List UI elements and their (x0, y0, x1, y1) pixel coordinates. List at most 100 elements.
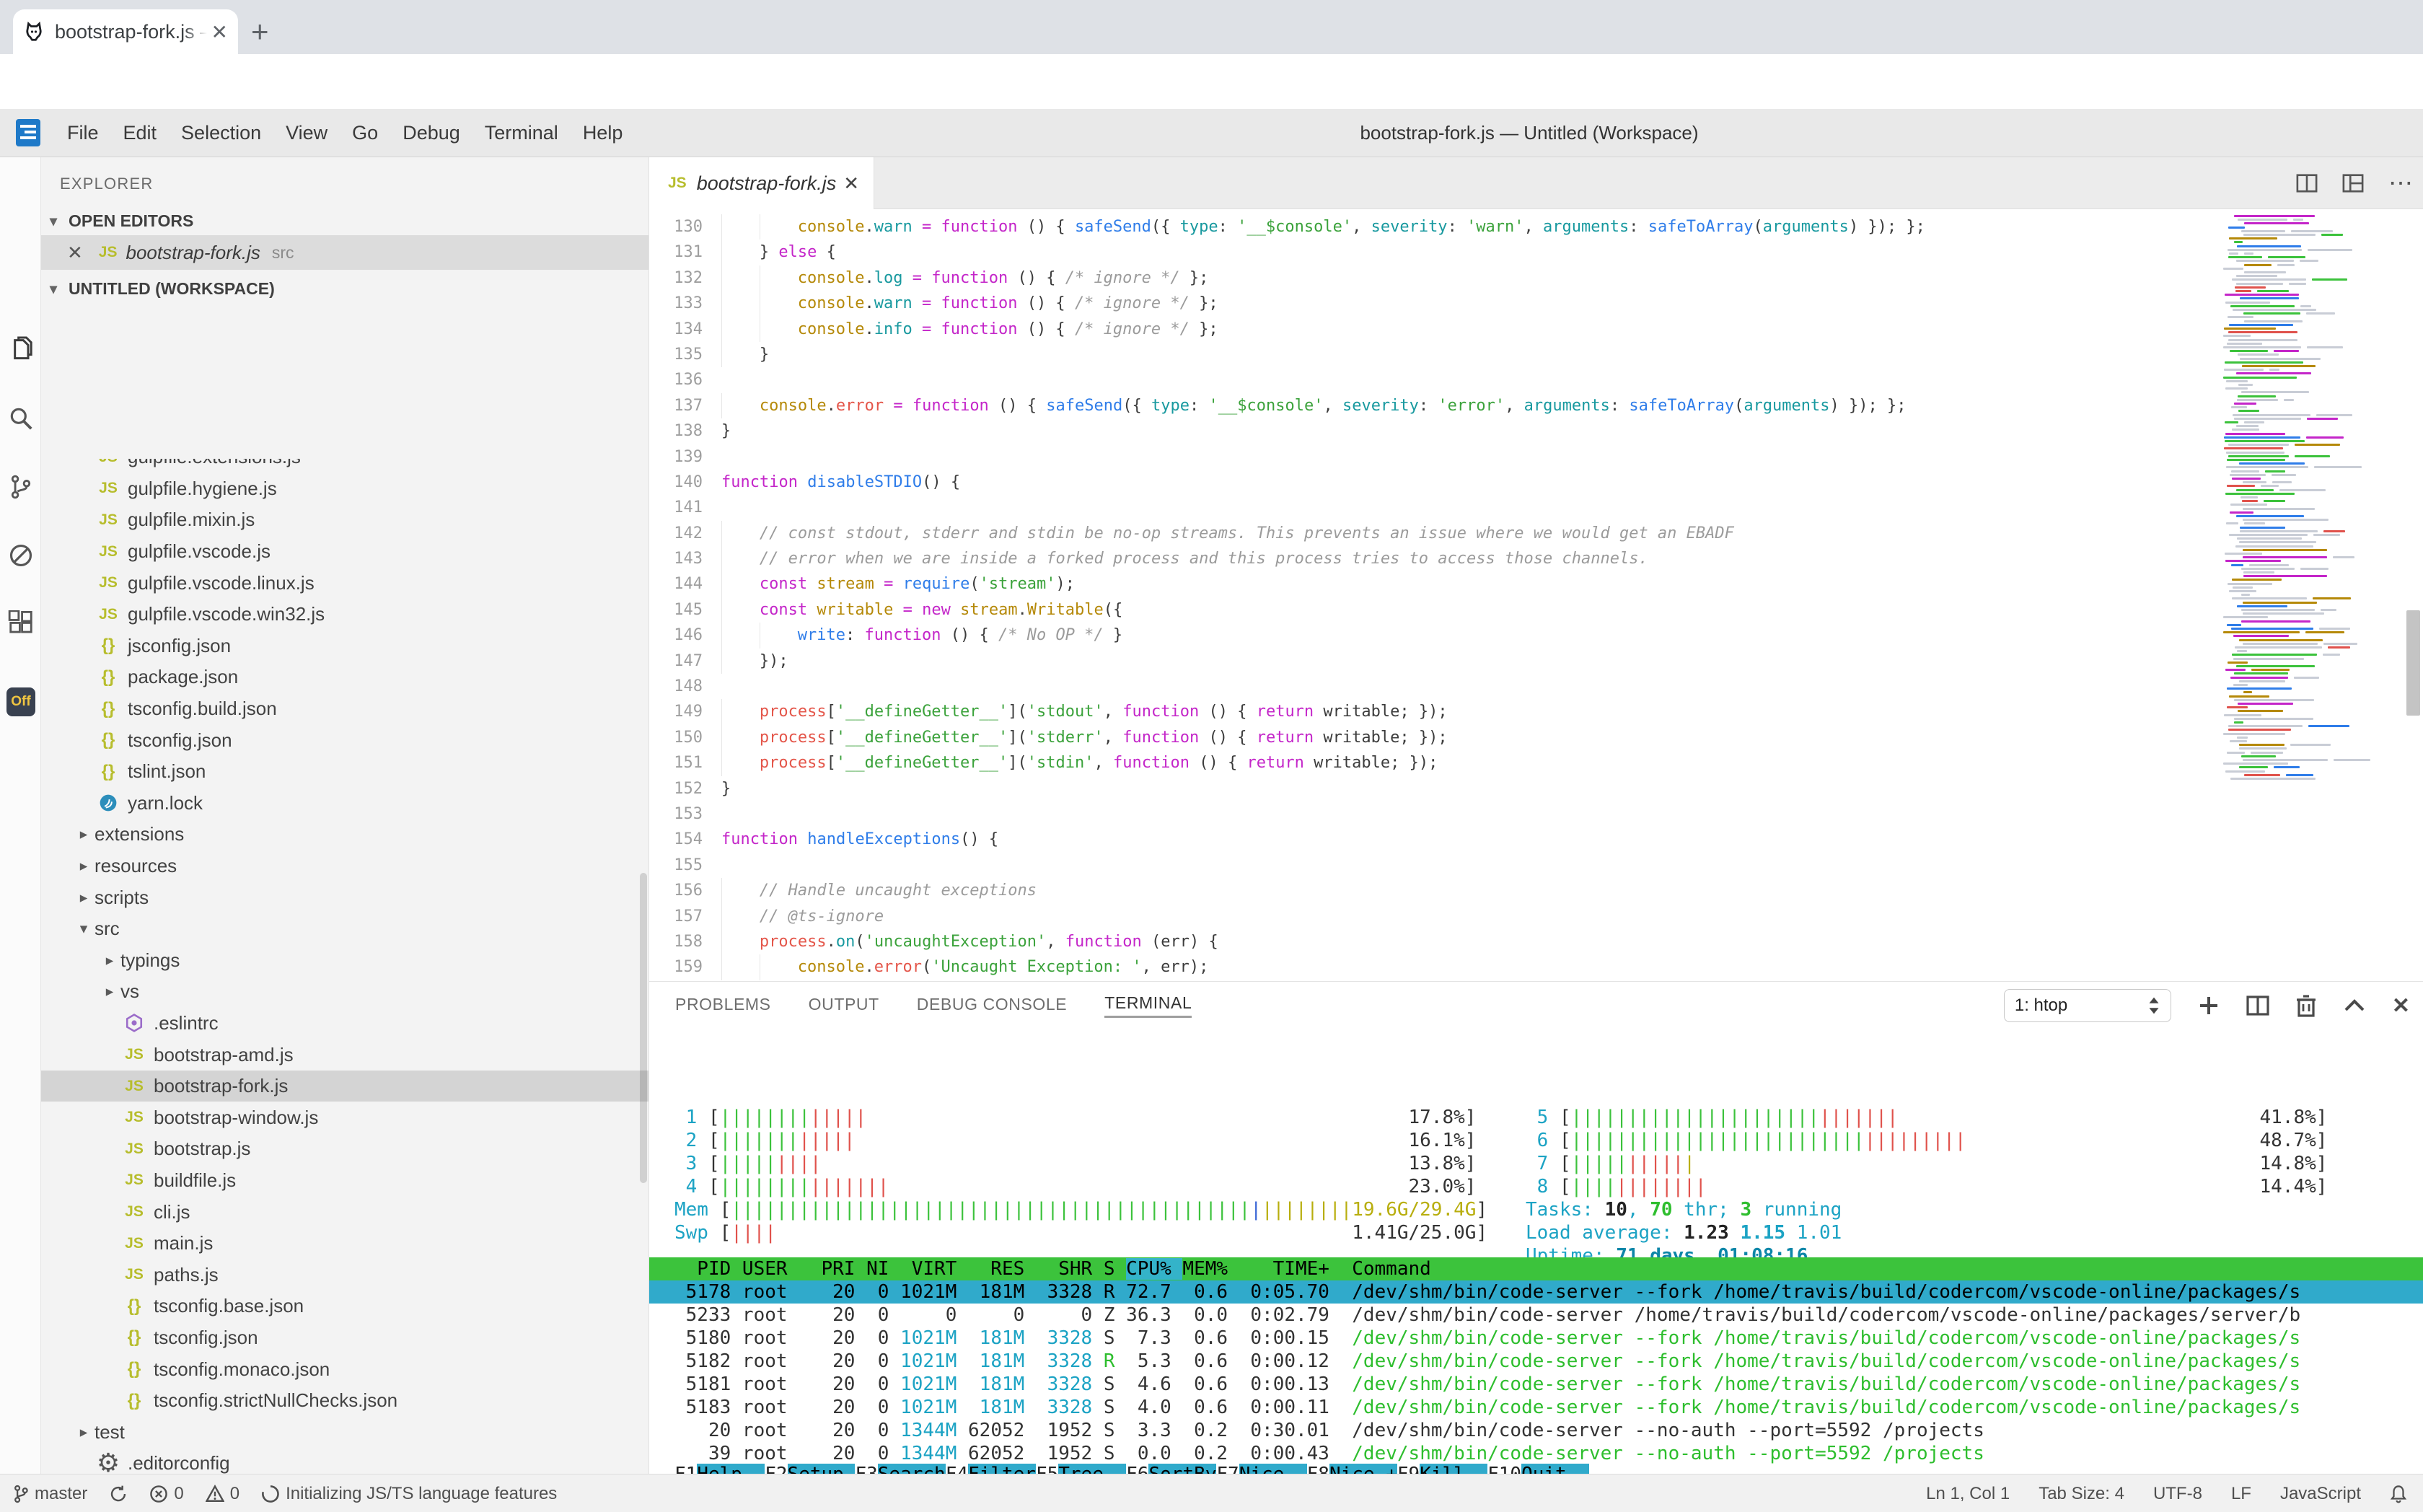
new-terminal-icon[interactable] (2197, 994, 2220, 1017)
status-right-item-2[interactable]: UTF-8 (2152, 1483, 2202, 1503)
tree-item[interactable]: yarn.lock (41, 788, 648, 819)
htop-process-row[interactable]: 39 root 20 0 1344M 62052 1952 S 0.0 0.2 … (674, 1443, 1984, 1464)
panel-header: PROBLEMS OUTPUT DEBUG CONSOLE TERMINAL 1: h… (649, 982, 2423, 1029)
htop-process-row[interactable]: 5183 root 20 0 1021M 181M 3328 S 4.0 0.6… (674, 1397, 2301, 1418)
tree-item[interactable]: JS gulpfile.mixin.js (41, 504, 648, 536)
tree-item[interactable]: {} tsconfig.json (41, 724, 648, 756)
htop-process-row[interactable]: 5180 root 20 0 1021M 181M 3328 S 7.3 0.6… (674, 1327, 2301, 1349)
browser-tab[interactable]: bootstrap-fork.js — Untitled (W ✕ (13, 9, 238, 54)
panel-tab-output[interactable]: OUTPUT (808, 994, 879, 1014)
split-editor-icon[interactable] (2296, 172, 2318, 194)
activity-search-icon[interactable] (0, 393, 41, 444)
htop-table-header[interactable]: PID USER PRI NI VIRT RES SHR S CPU% MEM%… (649, 1257, 2423, 1280)
tree-item[interactable]: {} tsconfig.build.json (41, 693, 648, 725)
tree-item[interactable]: JS bootstrap-amd.js (41, 1039, 648, 1071)
status-right-bell[interactable] (2390, 1485, 2407, 1503)
activity-debug-icon[interactable] (0, 530, 41, 581)
tree-item[interactable]: ⚙ .editorconfig (41, 1448, 648, 1474)
toggle-layout-icon[interactable] (2342, 172, 2364, 194)
split-terminal-icon[interactable] (2246, 994, 2269, 1017)
status-right-item-1[interactable]: Tab Size: 4 (2039, 1483, 2124, 1503)
tree-item[interactable]: JS main.js (41, 1228, 648, 1260)
menu-terminal[interactable]: Terminal (484, 121, 558, 144)
editor-tab-close-icon[interactable]: ✕ (843, 172, 859, 194)
menu-selection[interactable]: Selection (181, 121, 262, 144)
window-title: bootstrap-fork.js — Untitled (Workspace) (1360, 122, 1699, 144)
status-left-spinner[interactable]: Initializing JS/TS language features (261, 1484, 557, 1504)
open-editor-item[interactable]: ✕ JS bootstrap-fork.js src (41, 235, 648, 270)
minimap[interactable] (2220, 209, 2370, 981)
sidebar-scrollbar[interactable] (640, 873, 647, 1183)
tree-item[interactable]: ▾ src (41, 913, 648, 945)
tree-item[interactable]: JS paths.js (41, 1259, 648, 1291)
maximize-panel-icon[interactable] (2343, 994, 2366, 1017)
new-tab-button[interactable]: + (251, 14, 269, 48)
tree-item[interactable]: .eslintrc (41, 1008, 648, 1040)
menu-help[interactable]: Help (582, 121, 623, 144)
tree-item[interactable]: {} tslint.json (41, 756, 648, 788)
editor-tab[interactable]: JS bootstrap-fork.js ✕ (649, 157, 874, 209)
editor-scrollbar[interactable] (2404, 209, 2423, 981)
activity-scm-icon[interactable] (0, 462, 41, 512)
tree-item[interactable]: {} jsconfig.json (41, 630, 648, 662)
tree-item[interactable]: JS gulpfile.hygiene.js (41, 473, 648, 505)
tree-item[interactable]: ▸ test (41, 1416, 648, 1448)
tree-item[interactable]: JS gulpfile.vscode.js (41, 536, 648, 568)
tree-item[interactable]: ▸ scripts (41, 882, 648, 913)
collaboration-off-badge[interactable]: Off (6, 687, 35, 716)
tree-item[interactable]: ▸ extensions (41, 819, 648, 850)
status-left-warning[interactable]: 0 (205, 1484, 239, 1504)
panel-tab-terminal[interactable]: TERMINAL (1104, 993, 1192, 1018)
status-right-item-0[interactable]: Ln 1, Col 1 (1926, 1483, 2010, 1503)
panel-tab-problems[interactable]: PROBLEMS (675, 994, 771, 1014)
tree-item[interactable]: JS buildfile.js (41, 1165, 648, 1197)
app-logo-icon[interactable] (16, 119, 40, 146)
tree-item[interactable]: JS cli.js (41, 1196, 648, 1228)
kill-terminal-icon[interactable] (2295, 994, 2317, 1017)
tab-close-icon[interactable]: ✕ (211, 20, 228, 43)
tree-item[interactable]: ▸ resources (41, 850, 648, 882)
tree-item[interactable]: {} package.json (41, 662, 648, 693)
htop-process-table[interactable]: PID USER PRI NI VIRT RES SHR S CPU% MEM%… (649, 1257, 2423, 1465)
tree-item[interactable]: {} tsconfig.base.json (41, 1291, 648, 1322)
htop-process-row[interactable]: 5233 root 20 0 0 0 0 Z 36.3 0.0 0:02.79 … (674, 1304, 2301, 1326)
htop-process-row[interactable]: 5178 root 20 0 1021M 181M 3328 R 72.7 0.… (649, 1280, 2423, 1304)
code-line: 146 write: function () { /* No OP */ } (649, 623, 2215, 649)
status-left-sync[interactable] (109, 1485, 128, 1503)
terminal-select[interactable]: 1: htop (2003, 989, 2171, 1022)
tree-item[interactable]: JS bootstrap.js (41, 1133, 648, 1165)
tree-item[interactable]: ▸ typings (41, 945, 648, 977)
tree-item[interactable]: ▸ vs (41, 976, 648, 1008)
menu-edit[interactable]: Edit (123, 121, 157, 144)
status-right-item-3[interactable]: LF (2230, 1483, 2251, 1503)
status-left-error[interactable]: 0 (149, 1484, 184, 1504)
tree-item[interactable]: {} tsconfig.json (41, 1322, 648, 1354)
tree-item[interactable]: {} tsconfig.strictNullChecks.json (41, 1385, 648, 1417)
activity-files-icon[interactable] (0, 325, 41, 375)
panel-tab-debug-console[interactable]: DEBUG CONSOLE (916, 994, 1068, 1014)
tree-item[interactable]: JS gulpfile.vscode.linux.js (41, 567, 648, 599)
tree-item[interactable]: JS gulpfile.vscode.win32.js (41, 599, 648, 630)
workspace-section[interactable]: ▾ UNTITLED (WORKSPACE) (50, 278, 275, 298)
tree-item[interactable]: {} tsconfig.monaco.json (41, 1353, 648, 1385)
status-left-branch[interactable]: master (13, 1484, 87, 1504)
menu-file[interactable]: File (67, 121, 99, 144)
close-icon[interactable]: ✕ (67, 241, 83, 263)
htop-process-row[interactable]: 20 root 20 0 1344M 62052 1952 S 3.3 0.2 … (674, 1420, 1984, 1441)
open-editors-section[interactable]: ▾ OPEN EDITORS (50, 211, 194, 230)
status-right-item-4[interactable]: JavaScript (2279, 1483, 2361, 1503)
htop-process-row[interactable]: 5181 root 20 0 1021M 181M 3328 S 4.6 0.6… (674, 1373, 2301, 1395)
tree-item[interactable]: JS bootstrap-window.js (41, 1102, 648, 1133)
htop-process-row[interactable]: 5182 root 20 0 1021M 181M 3328 R 5.3 0.6… (674, 1350, 2301, 1372)
menu-debug[interactable]: Debug (403, 121, 460, 144)
menu-view[interactable]: View (286, 121, 328, 144)
activity-extensions-icon[interactable] (0, 599, 41, 649)
terminal-output[interactable]: 1 [||||||||||||| 17.8%] 2 [|||||||||||| … (674, 1060, 2423, 1314)
tree-item[interactable]: JS bootstrap-fork.js (41, 1070, 648, 1102)
menu-go[interactable]: Go (352, 121, 379, 144)
code-editor[interactable]: 130 console.warn = function () { safeSend… (649, 209, 2423, 981)
more-actions-icon[interactable]: ⋯ (2388, 170, 2413, 197)
close-panel-icon[interactable]: ✕ (2391, 993, 2410, 1018)
htop-meter: Swp [|||| 1.41G/25.0G] (674, 1222, 1488, 1244)
